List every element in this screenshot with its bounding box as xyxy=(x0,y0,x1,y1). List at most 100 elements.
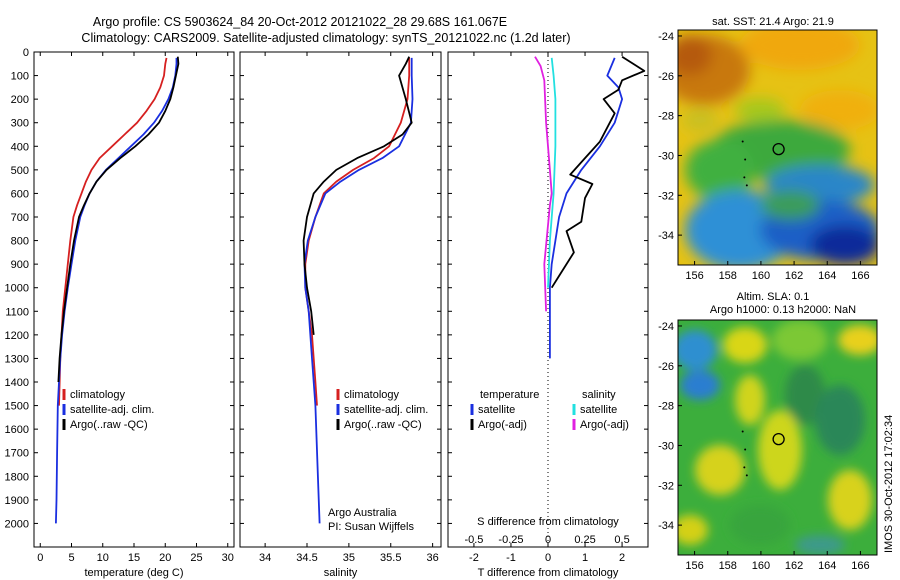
track-dot xyxy=(744,158,747,161)
x-axis-label: temperature (deg C) xyxy=(84,567,183,579)
map-y-tick-label: -26 xyxy=(658,361,674,373)
sla-map-title: Altim. SLA: 0.1 xyxy=(737,291,810,303)
map-y-tick-label: -28 xyxy=(658,111,674,123)
map-x-tick-label: 162 xyxy=(785,560,803,572)
sst-map-title: sat. SST: 21.4 Argo: 21.9 xyxy=(712,16,834,28)
sla-map-axes: 156 158 160 162 164 166 -24 -26 -28 -30 -32 -34 xyxy=(658,321,870,572)
series-line xyxy=(547,57,557,288)
y-tick-label: 1500 xyxy=(5,401,29,413)
x-tick-label: 0 xyxy=(37,552,43,564)
series-line xyxy=(55,57,178,524)
y-tick-label: 1300 xyxy=(5,353,29,365)
x-tick-label: -2 xyxy=(469,552,479,564)
map-x-tick-label: 164 xyxy=(818,270,836,282)
legend-heading: temperature xyxy=(480,389,539,401)
y-tick-label: 1000 xyxy=(5,283,29,295)
x-tick-label: -1 xyxy=(506,552,516,564)
x-tick-label: 34 xyxy=(259,552,271,564)
panel-temperature: 0 5 10 15 20 25 30 temperature (deg C) 0 100 200 30… xyxy=(5,47,235,579)
legend-label: satellite-adj. clim. xyxy=(70,404,154,416)
series-line xyxy=(57,56,180,383)
y-tick-label: 1100 xyxy=(5,306,29,318)
series-line xyxy=(549,57,623,359)
x-axis-label: salinity xyxy=(324,567,358,579)
map-x-tick-label: 158 xyxy=(719,270,737,282)
s-tick-label: -0.5 xyxy=(464,534,483,546)
sst-field xyxy=(678,30,877,265)
map-y-tick-label: -24 xyxy=(658,31,674,43)
timestamp: IMOS 30-Oct-2012 17:02:34 xyxy=(883,415,895,553)
y-tick-label: 1700 xyxy=(5,448,29,460)
legend-label: climatology xyxy=(344,389,400,401)
title-line-2: Climatology: CARS2009. Satellite-adjuste… xyxy=(81,31,570,45)
map-y-tick-label: -34 xyxy=(658,520,674,532)
series-line xyxy=(58,57,168,406)
map-y-tick-label: -30 xyxy=(658,440,674,452)
map-x-tick-label: 156 xyxy=(685,560,703,572)
y-tick-label: 500 xyxy=(11,165,29,177)
x-tick-label: 30 xyxy=(222,552,234,564)
s-tick-label: 0.5 xyxy=(614,534,629,546)
sst-map: sat. SST: 21.4 Argo: 21.9 156 158 160 162 xyxy=(658,16,878,282)
title-line-1: Argo profile: CS 5903624_84 20-Oct-2012 … xyxy=(93,15,507,29)
y-tick-label: 1600 xyxy=(5,424,29,436)
y-tick-label: 1200 xyxy=(5,330,29,342)
y-tick-label: 0 xyxy=(23,47,29,59)
track-dot xyxy=(743,466,746,469)
map-y-tick-label: -30 xyxy=(658,150,674,162)
legend-label: Argo(-adj) xyxy=(478,419,527,431)
series-line xyxy=(304,57,411,406)
map-x-tick-label: 164 xyxy=(818,560,836,572)
y-tick-label: 100 xyxy=(11,71,29,83)
y-tick-label: 400 xyxy=(11,141,29,153)
x-tick-label: 20 xyxy=(159,552,171,564)
x-tick-label: 10 xyxy=(97,552,109,564)
track-dot xyxy=(745,474,748,477)
map-y-tick-label: -32 xyxy=(658,480,674,492)
map-x-tick-label: 156 xyxy=(685,270,703,282)
y-tick-label: 1900 xyxy=(5,495,29,507)
map-x-tick-label: 160 xyxy=(752,270,770,282)
x-tick-label: 35 xyxy=(343,552,355,564)
credit-org: Argo Australia xyxy=(328,507,397,519)
x-axis-label: T difference from climatology xyxy=(478,567,619,579)
x-tick-label: 34.5 xyxy=(296,552,317,564)
x-tick-label: 36 xyxy=(427,552,439,564)
series-line xyxy=(534,56,553,312)
x-tick-label: 5 xyxy=(68,552,74,564)
sla-map: Altim. SLA: 0.1 Argo h1000: 0.13 h2000: … xyxy=(658,291,878,572)
x-tick-label: 35.5 xyxy=(380,552,401,564)
map-y-tick-label: -24 xyxy=(658,321,674,333)
legend-heading: salinity xyxy=(582,389,616,401)
map-y-tick-label: -26 xyxy=(658,71,674,83)
y-tick-label: 1400 xyxy=(5,377,29,389)
sst-argo-marker xyxy=(772,142,785,156)
track-dot xyxy=(741,430,744,433)
x-tick-label: 25 xyxy=(190,552,202,564)
panel-salinity: 34 34.5 35 35.5 36 salinity climatology satelli… xyxy=(239,51,442,579)
y-tick-label: 200 xyxy=(11,94,29,106)
s-tick-label: -0.25 xyxy=(498,534,523,546)
legend-label: satellite-adj. clim. xyxy=(344,404,428,416)
legend-label: Argo(..raw -QC) xyxy=(344,419,422,431)
map-y-tick-label: -28 xyxy=(658,401,674,413)
sst-map-axes: 156 158 160 162 164 166 -24 -26 -28 -30 -32 -34 xyxy=(658,31,870,282)
track-dot xyxy=(745,184,748,187)
map-x-tick-label: 166 xyxy=(851,560,869,572)
map-x-tick-label: 162 xyxy=(785,270,803,282)
map-x-tick-label: 158 xyxy=(719,560,737,572)
series-line xyxy=(550,55,646,289)
y-tick-label: 900 xyxy=(11,259,29,271)
legend-label: Argo(-adj) xyxy=(580,419,629,431)
credit-pi: PI: Susan Wijffels xyxy=(328,521,414,533)
map-y-tick-label: -34 xyxy=(658,230,674,242)
x-tick-label: 2 xyxy=(619,552,625,564)
s-tick-label: 0 xyxy=(545,534,551,546)
sla-field xyxy=(678,320,877,555)
s-axis-label: S difference from climatology xyxy=(477,516,619,528)
y-tick-label: 600 xyxy=(11,188,29,200)
map-y-tick-label: -32 xyxy=(658,190,674,202)
x-tick-label: 15 xyxy=(128,552,140,564)
